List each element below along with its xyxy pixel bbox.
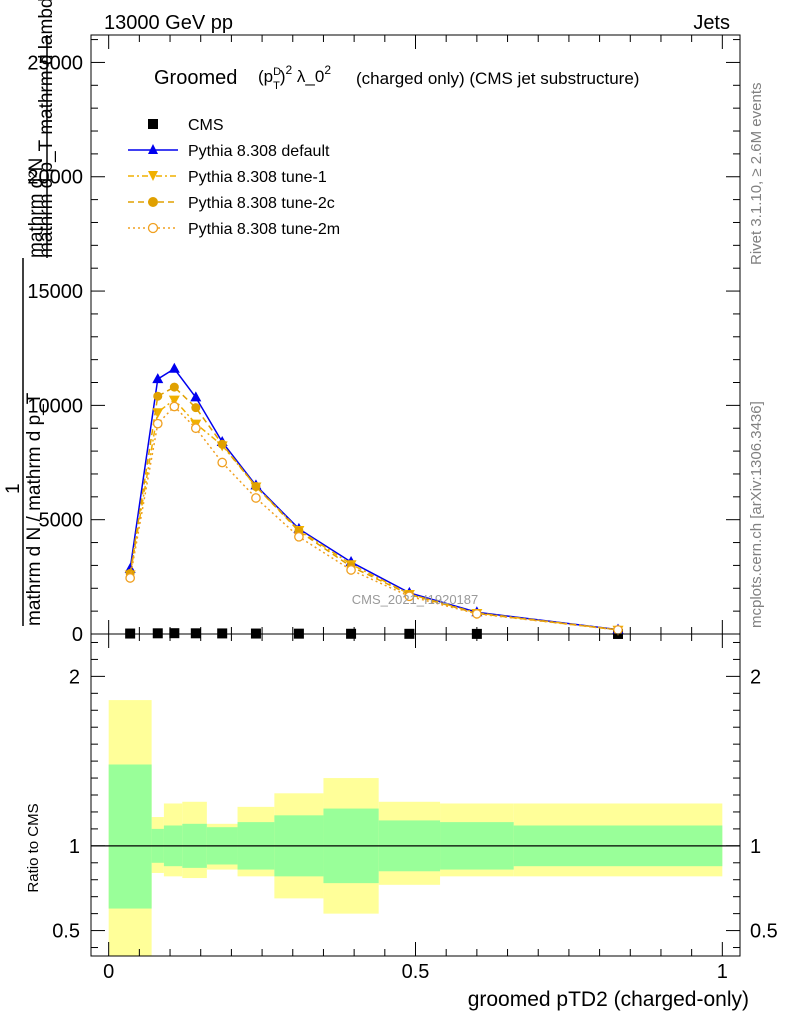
legend-marker-tune-2m (147, 222, 159, 234)
legend-marker-tune-2c (148, 197, 158, 207)
data-point (153, 391, 163, 401)
legend-item-cms: CMS (148, 117, 224, 134)
data-point (190, 391, 202, 402)
main-axis-ticks: 0 5000 10000 15000 20000 25000 (27, 35, 740, 646)
legend-item-tune-2c: Pythia 8.308 tune-2c (128, 195, 335, 212)
watermark-label: CMS_2021_I1920187 (352, 592, 479, 607)
series-line (129, 367, 619, 631)
ratio-y-tick-label-right: 2 (750, 666, 761, 688)
main-plot-panel: 0 5000 10000 15000 20000 25000 CMS_2021_I1920… (27, 34, 741, 646)
header-left: 13000 GeV pp (104, 12, 233, 34)
y-axis-title: mathrm d²N mathrm d p_T mathrm d lambda … (3, 0, 57, 626)
y-tick-label: 20000 (27, 167, 83, 189)
y-tick-label: 10000 (27, 395, 83, 417)
x-tick-label: 1 (717, 961, 728, 983)
series-line (129, 398, 619, 631)
legend-label-cms: CMS (188, 117, 224, 134)
data-point (217, 439, 227, 449)
legend-marker-cms (148, 119, 158, 129)
data-point-cms (169, 628, 180, 639)
y-tick-label: 5000 (39, 510, 84, 532)
ratio-y-tick-label-right: 0.5 (750, 921, 778, 943)
x-tick-label: 0 (103, 961, 114, 983)
series-line (129, 405, 619, 631)
title-suffix: (charged only) (CMS jet substructure) (356, 69, 639, 88)
ylabel-one: 1 (3, 483, 24, 494)
ylabel-bottom: mathrm d N / mathrm d p_T (24, 392, 45, 626)
x-axis-label: groomed pTD2 (charged-only) (468, 988, 749, 1011)
data-point (346, 565, 356, 575)
data-point (152, 418, 163, 429)
legend-label-default: Pythia 8.308 default (188, 143, 330, 160)
legend-marker-tune-1 (148, 171, 158, 181)
ratio-y-tick-label-left: 0.5 (52, 921, 80, 943)
mcplots-label: mcplots.cern.ch [arXiv:1306.3436] (748, 401, 765, 628)
main-title: Groomed (pD T)2 λ_02 (charged only) (CMS … (154, 63, 639, 92)
legend-marker-default (148, 144, 158, 154)
data-point (217, 457, 228, 468)
header-right: Jets (693, 12, 730, 34)
data-point (613, 625, 623, 635)
ratio-axis-ticks: 0.5 0.5 1 1 2 2 0 0.5 1 (52, 634, 778, 983)
y-tick-label: 0 (72, 624, 83, 646)
legend-item-default: Pythia 8.308 default (128, 143, 330, 160)
data-point (294, 531, 304, 542)
rivet-label: Rivet 3.1.10, ≥ 2.6M events (748, 83, 765, 266)
ratio-plot-panel: 0.5 0.5 1 1 2 2 0 0.5 1 (52, 633, 778, 983)
data-point (125, 573, 136, 583)
data-point-cms (152, 628, 163, 639)
ylabel-mid: mathrm d p_T mathrm d lambda (36, 0, 57, 258)
ratio-y-tick-label-left: 2 (69, 666, 80, 688)
series-line (129, 386, 619, 631)
data-point (251, 493, 261, 503)
title-prefix: Groomed (154, 67, 237, 89)
data-point (168, 362, 180, 373)
data-point (251, 482, 261, 492)
ratio-bands (91, 700, 740, 956)
data-point-cms (217, 628, 228, 639)
data-point (169, 382, 179, 392)
ratio-y-tick-label-right: 1 (750, 836, 761, 858)
ratio-frame (90, 633, 741, 957)
y-tick-label: 25000 (27, 52, 83, 74)
ratio-ylabel: Ratio to CMS (25, 803, 42, 892)
data-point (152, 373, 164, 384)
data-point (472, 609, 482, 619)
legend-label-tune-2c: Pythia 8.308 tune-2c (188, 195, 335, 212)
legend-label-tune-2m: Pythia 8.308 tune-2m (188, 221, 340, 238)
x-tick-label: 0.5 (402, 961, 430, 983)
title-math: (pD T)2 λ_02 (258, 63, 331, 92)
data-point (190, 423, 201, 434)
ylabel-top: mathrm d²N (26, 158, 47, 258)
legend-label-tune-1: Pythia 8.308 tune-1 (188, 169, 327, 186)
data-point (152, 408, 164, 419)
data-point (168, 395, 180, 406)
legend-item-tune-2m: Pythia 8.308 tune-2m (128, 221, 340, 238)
data-point (191, 403, 201, 413)
y-tick-label: 15000 (27, 281, 83, 303)
data-point-cms (190, 628, 201, 639)
ratio-band-inner (108, 764, 152, 909)
data-point (404, 591, 415, 602)
data-point (169, 401, 180, 412)
legend: CMS Pythia 8.308 default Pythia 8.308 tu… (128, 117, 340, 238)
legend-item-tune-1: Pythia 8.308 tune-1 (128, 169, 327, 186)
ratio-y-tick-label-left: 1 (69, 836, 80, 858)
